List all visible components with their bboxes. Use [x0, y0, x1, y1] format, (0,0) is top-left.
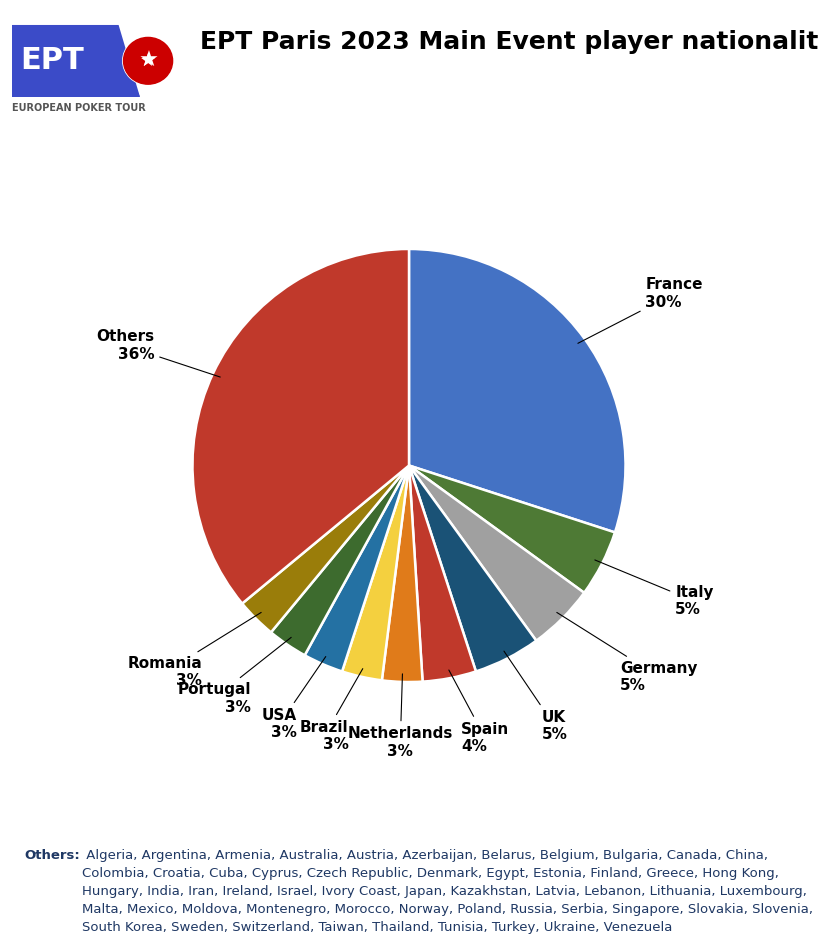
Text: Italy
5%: Italy 5% — [595, 560, 714, 618]
Text: Germany
5%: Germany 5% — [557, 613, 698, 693]
Text: EUROPEAN POKER TOUR: EUROPEAN POKER TOUR — [12, 103, 146, 113]
Polygon shape — [110, 25, 168, 97]
Text: Netherlands
3%: Netherlands 3% — [348, 674, 453, 759]
Text: Romania
3%: Romania 3% — [128, 613, 261, 689]
Text: ★: ★ — [138, 50, 158, 71]
Text: UK
5%: UK 5% — [504, 651, 568, 742]
FancyBboxPatch shape — [12, 25, 140, 97]
Polygon shape — [12, 25, 140, 97]
Wedge shape — [409, 249, 626, 532]
Text: France
30%: France 30% — [578, 277, 703, 343]
Wedge shape — [409, 466, 476, 681]
Wedge shape — [382, 466, 423, 682]
Text: Algeria, Argentina, Armenia, Australia, Austria, Azerbaijan, Belarus, Belgium, B: Algeria, Argentina, Armenia, Australia, … — [82, 849, 813, 935]
Wedge shape — [304, 466, 409, 672]
Text: EPT: EPT — [20, 47, 84, 75]
Text: USA
3%: USA 3% — [262, 656, 326, 740]
Text: Others
36%: Others 36% — [97, 330, 220, 377]
Circle shape — [124, 37, 173, 85]
Wedge shape — [409, 466, 537, 672]
Text: EPT Paris 2023 Main Event player nationalities: EPT Paris 2023 Main Event player nationa… — [200, 30, 818, 54]
Text: ★: ★ — [140, 52, 156, 69]
Circle shape — [124, 38, 172, 84]
Wedge shape — [409, 466, 615, 593]
Wedge shape — [409, 466, 584, 640]
Text: Others:: Others: — [25, 849, 80, 863]
Text: Portugal
3%: Portugal 3% — [178, 637, 291, 714]
Text: Spain
4%: Spain 4% — [449, 670, 509, 754]
Circle shape — [123, 37, 173, 85]
Wedge shape — [242, 466, 409, 633]
Text: Brazil
3%: Brazil 3% — [300, 669, 362, 752]
Wedge shape — [192, 249, 409, 603]
Wedge shape — [342, 466, 409, 680]
Wedge shape — [271, 466, 409, 656]
